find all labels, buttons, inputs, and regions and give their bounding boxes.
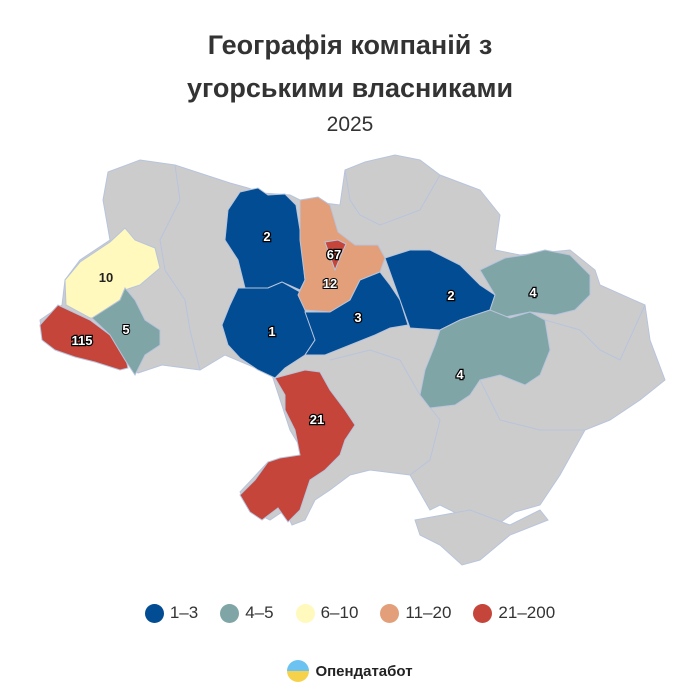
region-value-label: 5 xyxy=(122,322,129,337)
legend-dot-icon xyxy=(380,603,400,623)
region-borders xyxy=(479,379,585,431)
legend-item: 11–20 xyxy=(380,603,451,623)
title-line-1: Географія компаній з xyxy=(207,30,493,60)
brand: Опендатабот xyxy=(0,660,700,682)
legend-dot-icon xyxy=(295,603,315,623)
region-value-label: 21 xyxy=(310,412,324,427)
region-value-label: 2 xyxy=(447,288,454,303)
region-10 xyxy=(419,309,551,409)
region-7 xyxy=(304,271,409,356)
region-value-label: 115 xyxy=(72,333,93,348)
colored-regions xyxy=(39,187,591,523)
legend-item: 21–200 xyxy=(473,603,555,623)
region-11 xyxy=(239,369,356,523)
legend-label: 6–10 xyxy=(320,603,359,622)
region-6 xyxy=(324,239,347,272)
region-value-label: 10 xyxy=(99,270,113,285)
region-value-label: 4 xyxy=(529,285,537,300)
region-value-label: 1 xyxy=(268,324,275,339)
title-line-2: угорськими власниками xyxy=(186,73,514,103)
legend-label: 21–200 xyxy=(498,603,556,622)
legend-label: 11–20 xyxy=(405,603,452,622)
region-value-label: 4 xyxy=(456,367,464,382)
legend-label: 1–3 xyxy=(169,603,199,622)
region-value-label: 12 xyxy=(323,276,337,291)
region-value-label: 67 xyxy=(327,247,341,262)
region-4 xyxy=(221,281,316,379)
legend-dot-icon xyxy=(220,603,240,623)
crimea xyxy=(414,509,549,566)
region-borders xyxy=(159,164,201,371)
region-value-label: 3 xyxy=(354,310,361,325)
region-0 xyxy=(39,304,129,371)
region-borders xyxy=(544,304,646,361)
legend-item: 1–3 xyxy=(144,603,199,623)
brand-name: Опендатабот xyxy=(315,662,413,680)
opendatabot-logo-icon xyxy=(287,660,310,682)
subtitle-year: 2025 xyxy=(326,113,374,136)
region-borders xyxy=(344,169,441,226)
legend-label: 4–5 xyxy=(245,603,274,622)
region-1 xyxy=(64,227,161,319)
legend: 1–3 4–5 6–10 11–20 21–200 xyxy=(0,603,700,623)
legend-item: 6–10 xyxy=(295,603,359,623)
legend-item: 4–5 xyxy=(220,603,274,623)
legend-dot-icon xyxy=(144,603,164,623)
region-value-label: 2 xyxy=(263,229,270,244)
legend-dot-icon xyxy=(473,603,493,623)
region-2 xyxy=(91,287,161,376)
